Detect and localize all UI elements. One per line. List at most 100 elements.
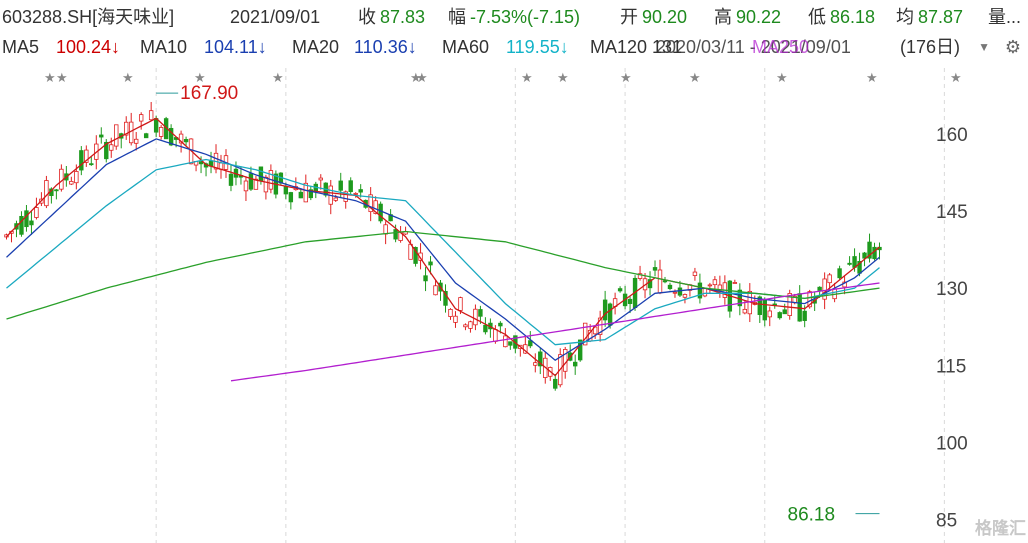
ma60-label: MA60 (442, 37, 490, 57)
candle-body (178, 133, 184, 144)
y-tick-label: 100 (936, 434, 968, 455)
candle-body (138, 114, 144, 122)
candle-body (602, 299, 608, 321)
candle-body (153, 118, 159, 133)
candle-body (742, 308, 748, 314)
candle-body (413, 246, 418, 264)
watermark-logo: 格隆汇 (975, 519, 1026, 538)
candle-body (473, 308, 478, 326)
candle-body (538, 351, 543, 367)
candle-body (114, 124, 119, 147)
candle-body (807, 291, 812, 308)
candle-body (458, 297, 463, 311)
candle-body (433, 285, 438, 296)
star-icon: ★ (272, 71, 284, 86)
ma250-overlap-text: MA250 (752, 37, 810, 57)
event-markers: ★ ★ ★ ★ ★ ★★ ★ ★ ★ ★ ★ ★ ★ (44, 71, 962, 86)
candle-body (872, 246, 877, 260)
candle-body (528, 340, 533, 347)
low-value: 86.18 (830, 7, 876, 27)
candle-body (498, 322, 503, 327)
candle-body (757, 296, 762, 315)
change-value: -7.53%(-7.15) (470, 7, 581, 27)
star-icon: ★ (44, 71, 56, 86)
candle-body (29, 220, 34, 226)
candle-body (677, 287, 683, 296)
candle-body (318, 177, 323, 181)
star-icon: ★ (620, 71, 632, 86)
candle-body (453, 315, 458, 323)
candle-body (787, 293, 792, 316)
candle-body (373, 200, 378, 214)
candle-body (298, 191, 304, 199)
y-tick-label: 115 (936, 356, 966, 377)
candle-body (817, 286, 822, 291)
ma-line-ma20 (6, 158, 880, 346)
candle-body (553, 378, 558, 389)
candle-body (777, 312, 782, 319)
candle-body (448, 308, 453, 317)
y-tick-label: 130 (936, 279, 968, 300)
candle-body (652, 267, 658, 271)
moving-average-lines (6, 117, 880, 382)
chevron-down-icon[interactable]: ▼ (978, 40, 990, 54)
candle-body (483, 324, 488, 333)
avg-value: 87.87 (918, 7, 964, 27)
gear-icon[interactable]: ⚙ (1004, 37, 1022, 57)
volume-label: 量... (988, 7, 1022, 27)
candle-body (572, 361, 578, 367)
high-value: 90.22 (736, 7, 782, 27)
stock-name: 603288.SH[海天味业] (2, 7, 175, 27)
close-value: 87.83 (380, 7, 426, 27)
candle-body (343, 191, 348, 202)
star-icon: ★ (866, 71, 878, 86)
candle-body (148, 110, 154, 121)
candles (4, 101, 882, 391)
days-count: (176日) (900, 37, 961, 57)
candle-body (158, 127, 164, 137)
candle-body (667, 284, 673, 290)
candle-body (428, 261, 433, 266)
candle-body (308, 189, 314, 199)
candle-body (104, 141, 109, 160)
candle-body (862, 252, 867, 259)
close-label: 收 (358, 7, 376, 27)
star-icon: ★ (194, 71, 206, 86)
candle-body (89, 163, 94, 166)
candle-body (358, 189, 363, 193)
open-value: 90.20 (642, 7, 688, 27)
candle-body (732, 282, 738, 284)
low-price-label: 86.18 (788, 505, 836, 526)
candle-body (478, 309, 483, 317)
candle-body (837, 268, 842, 279)
ma10-value: 104.11↓ (204, 37, 267, 57)
candle-body (682, 294, 688, 298)
candle-body (637, 273, 643, 279)
candle-body (99, 134, 104, 138)
change-label: 幅 (448, 7, 466, 27)
candle-body (782, 309, 787, 315)
low-label: 低 (808, 7, 826, 27)
candle-body (198, 161, 204, 165)
candle-body (84, 149, 89, 163)
candle-body (533, 362, 538, 366)
candle-body (617, 288, 623, 292)
candle-body (243, 180, 249, 192)
candle-body (368, 194, 373, 213)
candle-body (577, 339, 583, 361)
candle-body (463, 324, 468, 328)
open-label: 开 (620, 7, 638, 27)
star-icon: ★ (122, 71, 134, 86)
candle-body (423, 275, 428, 282)
candle-body (672, 291, 678, 294)
ma20-value: 110.36↓ (354, 37, 417, 57)
ma5-label: MA5 (2, 37, 40, 57)
y-axis: 160 145 130 115 100 85 (936, 125, 968, 532)
candle-body (493, 329, 498, 342)
candle-body (692, 271, 698, 276)
price-annotations: 167.90 86.18 (156, 83, 880, 526)
ma120-overlap-text: MA120 131 (590, 37, 683, 57)
candle-body (468, 321, 473, 329)
candle-body (54, 189, 59, 192)
